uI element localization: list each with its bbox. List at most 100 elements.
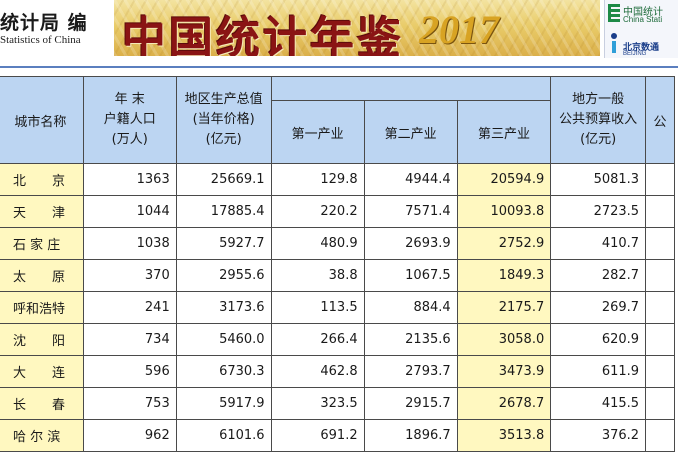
cell-next: [645, 355, 675, 388]
cell-city: 天 津: [0, 195, 84, 228]
beijing-shutong-logo-cn: 北京数通: [623, 42, 660, 52]
cell-gdp: 25669.1: [175, 163, 272, 196]
cell-tertiary: 2175.7: [456, 291, 552, 324]
header-next-column: 公: [645, 76, 675, 164]
cell-population: 1363: [82, 163, 177, 196]
cell-next: [645, 163, 675, 196]
cell-primary: 691.2: [270, 419, 365, 452]
cell-gdp: 6101.6: [175, 419, 272, 452]
cell-primary: 266.4: [270, 323, 365, 356]
cell-secondary: 2693.9: [363, 227, 458, 260]
cell-revenue: 282.7: [550, 259, 647, 292]
cell-city: 太 原: [0, 259, 84, 292]
header-secondary-industry: 第二产业: [363, 100, 458, 164]
cell-population: 596: [82, 355, 177, 388]
header-revenue: 地方一般 公共预算收入 (亿元): [550, 76, 647, 164]
cell-population: 734: [82, 323, 177, 356]
cell-population: 1038: [82, 227, 177, 260]
cell-city: 石 家 庄: [0, 227, 84, 260]
yearbook-banner: 统计局 编 Statistics of China 中国统计年鉴 2017 中国…: [0, 0, 678, 58]
cell-revenue: 2723.5: [550, 195, 647, 228]
header-gdp: 地区生产总值 (当年价格) (亿元): [175, 76, 272, 164]
beijing-shutong-logo-en: BEIJING: [623, 51, 647, 57]
yearbook-title: 中国统计年鉴: [122, 13, 404, 56]
cell-gdp: 17885.4: [175, 195, 272, 228]
cell-city: 沈 阳: [0, 323, 84, 356]
banner-background-pattern: [114, 0, 600, 56]
cell-city: 呼和浩特: [0, 291, 84, 324]
table-row: 沈 阳 734 5460.0 266.4 2135.6 3058.0 620.9: [0, 323, 675, 356]
cell-secondary: 7571.4: [363, 195, 458, 228]
cell-secondary: 1896.7: [363, 419, 458, 452]
cell-tertiary: 3513.8: [456, 419, 552, 452]
cell-tertiary: 2752.9: [456, 227, 552, 260]
cell-next: [645, 387, 675, 420]
cell-gdp: 5460.0: [175, 323, 272, 356]
cell-primary: 462.8: [270, 355, 365, 388]
cell-city: 大 连: [0, 355, 84, 388]
cell-next: [645, 419, 675, 452]
cell-gdp: 3173.6: [175, 291, 272, 324]
cell-secondary: 884.4: [363, 291, 458, 324]
publisher-block: 统计局 编 Statistics of China: [0, 0, 112, 58]
header-gdp-breakdown-group: [270, 76, 552, 101]
cell-secondary: 2915.7: [363, 387, 458, 420]
cell-revenue: 415.5: [550, 387, 647, 420]
statistics-logo-icon: [608, 4, 620, 22]
cell-tertiary: 1849.3: [456, 259, 552, 292]
cell-primary: 38.8: [270, 259, 365, 292]
table-row: 哈 尔 滨 962 6101.6 691.2 1896.7 3513.8 376…: [0, 419, 675, 452]
cell-tertiary: 10093.8: [456, 195, 552, 228]
cell-population: 753: [82, 387, 177, 420]
cell-secondary: 2793.7: [363, 355, 458, 388]
cell-tertiary: 2678.7: [456, 387, 552, 420]
header-city: 城市名称: [0, 76, 84, 164]
beijing-shutong-logo-icon: [611, 33, 617, 53]
header-population: 年 末 户籍人口 (万人): [82, 76, 177, 164]
banner-title-area: 中国统计年鉴 2017: [114, 0, 600, 56]
publisher-name-cn: 统计局 编: [0, 12, 88, 34]
cell-tertiary: 3473.9: [456, 355, 552, 388]
cell-population: 1044: [82, 195, 177, 228]
cell-revenue: 376.2: [550, 419, 647, 452]
cell-gdp: 2955.6: [175, 259, 272, 292]
cell-revenue: 410.7: [550, 227, 647, 260]
cell-tertiary: 3058.0: [456, 323, 552, 356]
cell-primary: 323.5: [270, 387, 365, 420]
cell-primary: 220.2: [270, 195, 365, 228]
header-tertiary-industry: 第三产业: [456, 100, 552, 164]
cell-tertiary: 20594.9: [456, 163, 552, 196]
cell-city: 北 京: [0, 163, 84, 196]
city-statistics-sheet: 城市名称 年 末 户籍人口 (万人) 地区生产总值 (当年价格) (亿元) 地方…: [0, 72, 678, 464]
cell-city: 哈 尔 滨: [0, 419, 84, 452]
table-row: 太 原 370 2955.6 38.8 1067.5 1849.3 282.7: [0, 259, 675, 292]
city-statistics-table: 城市名称 年 末 户籍人口 (万人) 地区生产总值 (当年价格) (亿元) 地方…: [0, 76, 675, 452]
table-row: 大 连 596 6730.3 462.8 2793.7 3473.9 611.9: [0, 355, 675, 388]
cell-gdp: 5917.9: [175, 387, 272, 420]
cell-city: 长 春: [0, 387, 84, 420]
cell-revenue: 5081.3: [550, 163, 647, 196]
table-row: 呼和浩特 241 3173.6 113.5 884.4 2175.7 269.7: [0, 291, 675, 324]
cell-primary: 113.5: [270, 291, 365, 324]
cell-population: 370: [82, 259, 177, 292]
cell-revenue: 620.9: [550, 323, 647, 356]
cell-secondary: 2135.6: [363, 323, 458, 356]
banner-divider: [0, 66, 678, 68]
cell-revenue: 611.9: [550, 355, 647, 388]
cell-gdp: 6730.3: [175, 355, 272, 388]
cell-population: 241: [82, 291, 177, 324]
table-row: 长 春 753 5917.9 323.5 2915.7 2678.7 415.5: [0, 387, 675, 420]
cell-secondary: 1067.5: [363, 259, 458, 292]
cell-next: [645, 227, 675, 260]
cell-next: [645, 323, 675, 356]
table-row: 石 家 庄 1038 5927.7 480.9 2693.9 2752.9 41…: [0, 227, 675, 260]
table-row: 北 京 1363 25669.1 129.8 4944.4 20594.9 50…: [0, 163, 675, 196]
header-primary-industry: 第一产业: [270, 100, 365, 164]
cell-population: 962: [82, 419, 177, 452]
statistics-logo-en: China Stati: [623, 15, 663, 24]
cell-primary: 129.8: [270, 163, 365, 196]
cell-revenue: 269.7: [550, 291, 647, 324]
cell-next: [645, 291, 675, 324]
table-row: 天 津 1044 17885.4 220.2 7571.4 10093.8 27…: [0, 195, 675, 228]
cell-secondary: 4944.4: [363, 163, 458, 196]
